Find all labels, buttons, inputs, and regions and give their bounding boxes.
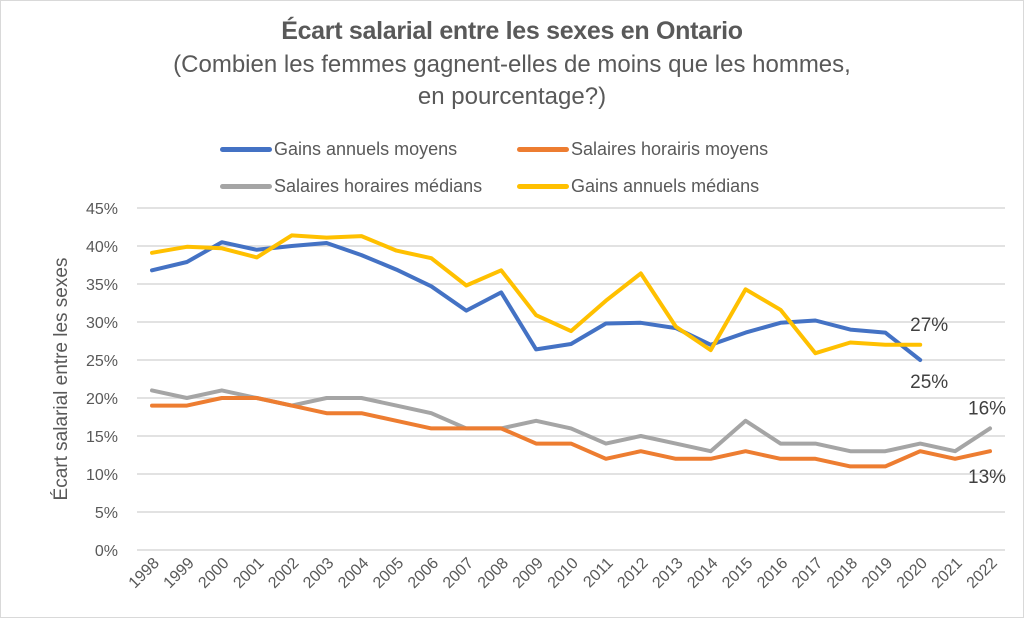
data-label: 25%	[910, 372, 948, 393]
y-tick-label: 15%	[86, 429, 118, 446]
legend-item-gains-annuels-moyens: Gains annuels moyens	[220, 139, 457, 160]
legend-item-gains-annuels-medians: Gains annuels médians	[517, 176, 759, 197]
y-tick-label: 20%	[86, 391, 118, 408]
y-tick-label: 25%	[86, 353, 118, 370]
x-tick-label: 2010	[545, 555, 582, 592]
chart-subtitle-line2: en pourcentage?)	[417, 83, 607, 110]
legend-label: Gains annuels médians	[571, 176, 760, 196]
x-tick-label: 2002	[265, 555, 302, 592]
y-tick-label: 30%	[86, 315, 118, 332]
x-tick-label: 2021	[929, 555, 966, 592]
x-tick-label: 2016	[754, 555, 791, 592]
x-tick-label: 2017	[789, 555, 826, 592]
legend-label: Salaires horairis moyens	[571, 139, 769, 159]
x-tick-label: 2005	[370, 555, 407, 592]
x-tick-label: 2001	[230, 555, 267, 592]
x-tick-label: 2013	[649, 555, 686, 592]
x-tick-label: 1998	[126, 555, 163, 592]
y-tick-label: 40%	[86, 239, 118, 256]
x-tick-label: 2006	[405, 555, 442, 592]
x-tick-label: 2007	[440, 555, 477, 592]
x-tick-label: 2015	[719, 555, 756, 592]
x-tick-label: 2018	[824, 555, 861, 592]
x-tick-label: 2022	[964, 555, 1001, 592]
x-tick-label: 2000	[195, 555, 232, 592]
legend-swatch	[517, 147, 569, 152]
data-label: 27%	[910, 315, 948, 336]
x-tick-label: 2012	[614, 555, 651, 592]
y-tick-label: 0%	[95, 543, 118, 560]
x-tick-label: 2014	[684, 555, 721, 592]
series-line-3	[150, 233, 923, 356]
legend-swatch	[220, 184, 272, 189]
y-tick-label: 10%	[86, 467, 118, 484]
legend-label: Salaires horaires médians	[274, 176, 483, 196]
x-tick-label: 2008	[475, 555, 512, 592]
x-tick-label: 2019	[859, 555, 896, 592]
chart-title: Écart salarial entre les sexes en Ontari…	[281, 17, 743, 45]
x-tick-label: 2009	[510, 555, 547, 592]
x-tick-label: 2003	[300, 555, 337, 592]
x-tick-label: 1999	[161, 555, 198, 592]
legend-swatch	[220, 147, 272, 152]
x-tick-label: 2020	[894, 555, 931, 592]
series-line-1	[150, 396, 992, 469]
y-tick-label: 45%	[86, 201, 118, 218]
y-tick-label: 5%	[95, 505, 118, 522]
x-tick-label: 2011	[580, 555, 616, 591]
legend-item-salaires-horairis-moyens: Salaires horairis moyens	[517, 139, 768, 160]
chart-subtitle-line1: (Combien les femmes gagnent-elles de moi…	[173, 51, 851, 78]
legend-label: Gains annuels moyens	[274, 139, 458, 159]
x-tick-label: 2004	[335, 555, 372, 592]
y-axis-title: Écart salarial entre les sexes	[51, 258, 72, 501]
legend-item-salaires-horaires-medians: Salaires horaires médians	[220, 176, 482, 197]
y-tick-label: 35%	[86, 277, 118, 294]
legend-swatch	[517, 184, 569, 189]
data-label: 16%	[968, 398, 1006, 419]
data-label: 13%	[968, 467, 1006, 488]
